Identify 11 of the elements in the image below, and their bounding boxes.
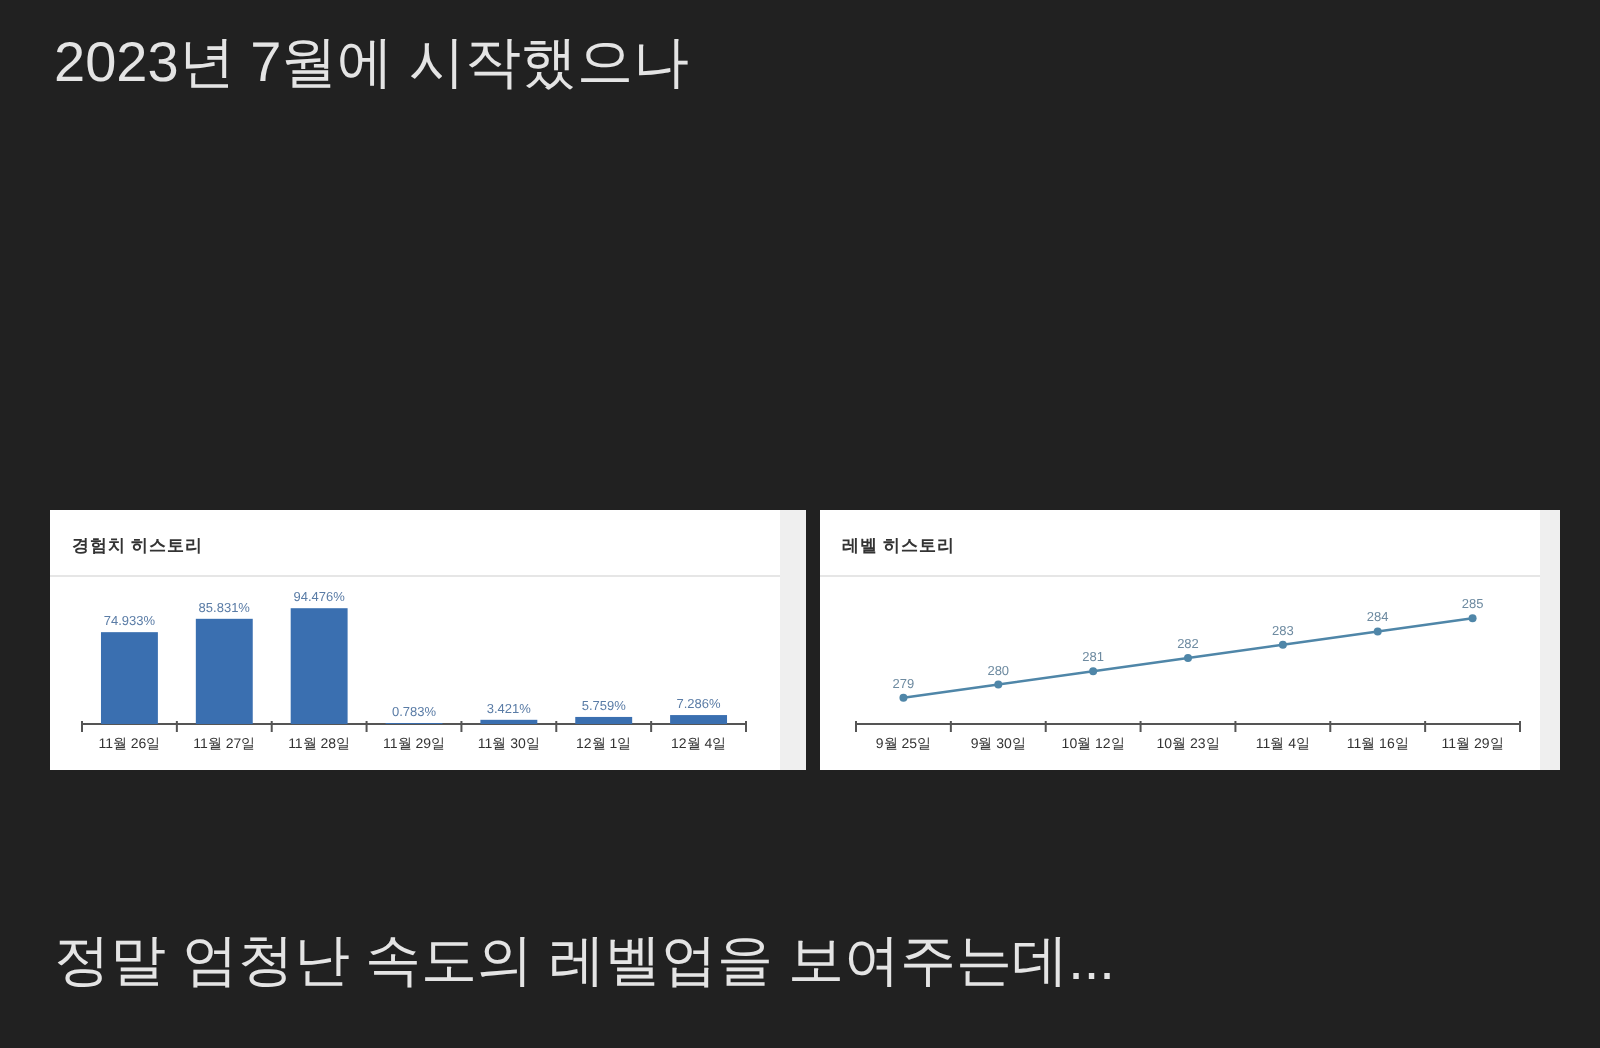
text: 정말 엄청난 속도의 레벨업을 보여주는데... <box>54 928 1115 991</box>
point <box>899 693 908 702</box>
point <box>1373 627 1382 636</box>
text: 2023년 7월에 시작했으나 <box>54 30 689 93</box>
point <box>1468 614 1477 623</box>
point <box>994 680 1003 689</box>
point <box>1184 654 1192 662</box>
chart-title: 경험치 히스토리 <box>72 534 203 555</box>
point <box>1089 667 1098 676</box>
chart-title: 레벨 히스토리 <box>842 534 955 555</box>
point <box>1278 640 1287 649</box>
